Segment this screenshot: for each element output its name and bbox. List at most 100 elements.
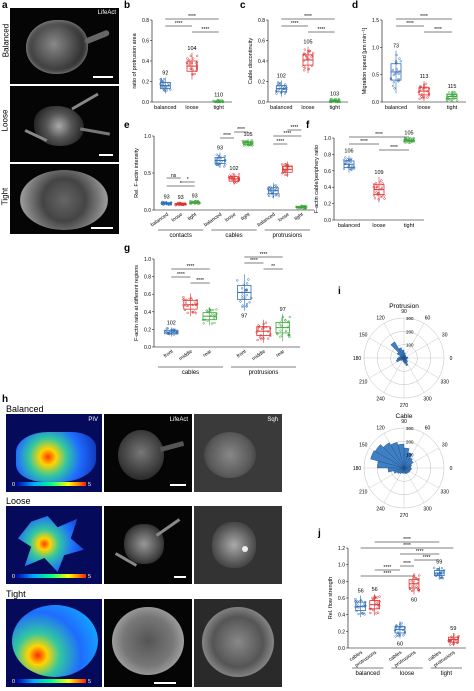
data-point <box>379 181 382 184</box>
data-point <box>245 305 248 308</box>
data-point <box>284 163 288 166</box>
y-tick-label: 0.2 <box>258 80 265 86</box>
colorbar <box>16 574 86 578</box>
data-point <box>268 194 271 198</box>
data-point <box>284 329 288 333</box>
data-point <box>182 296 185 299</box>
chart-d: 0.0 0.5 1.0 1.5 Migration speed [μm min⁻¹] 73… <box>362 14 466 111</box>
data-point <box>303 66 307 69</box>
data-point <box>449 643 452 646</box>
polar-title: Protrusion <box>389 303 419 310</box>
significance-label: **** <box>434 27 442 33</box>
data-point <box>280 163 284 166</box>
data-point <box>344 156 347 159</box>
data-point <box>278 323 281 326</box>
data-point <box>215 153 218 156</box>
data-point <box>231 173 234 176</box>
scale-bar <box>91 227 113 229</box>
data-point <box>403 140 406 144</box>
chart-j: 0.0 0.2 0.4 0.6 0.8 1.0 1.2 Rel. flow strength 5… <box>328 537 466 677</box>
polar-angle-label: 210 <box>359 490 368 496</box>
x-tick-label: tight <box>240 211 252 222</box>
y-tick-label: 1.2 <box>338 546 345 552</box>
sample-size: 113 <box>420 74 429 80</box>
data-point <box>456 641 459 644</box>
sample-size: 73 <box>393 44 399 50</box>
y-tick-label: 1.0 <box>338 563 345 569</box>
data-point <box>420 93 424 96</box>
data-point <box>374 182 378 185</box>
polar-angle-label: 30 <box>442 443 448 449</box>
y-tick-label: 0.4 <box>142 59 149 65</box>
colorbar-min: 0 <box>12 574 16 580</box>
polar-grid-spoke <box>403 467 425 503</box>
data-point <box>245 302 249 306</box>
h-row-label-balanced: Balanced <box>6 404 44 414</box>
data-point <box>236 279 239 282</box>
sample-size: 109 <box>374 170 383 176</box>
significance-label: * <box>187 177 189 183</box>
y-tick-label: 0.4 <box>338 613 345 619</box>
sample-size: 60 <box>397 641 403 647</box>
data-point <box>418 97 421 100</box>
data-point <box>380 195 383 199</box>
data-point <box>371 596 374 600</box>
data-point <box>447 91 451 94</box>
colorbar <box>16 482 86 486</box>
data-point <box>415 585 418 588</box>
y-tick-label: 0.6 <box>338 596 345 602</box>
data-point <box>393 87 396 90</box>
significance-label: **** <box>260 252 268 258</box>
data-point <box>383 197 386 200</box>
x-tick-label: tight <box>213 105 224 111</box>
polar-angle-label: 30 <box>442 333 448 339</box>
panel-label-c: c <box>240 0 246 11</box>
y-tick-label: 0.0 <box>324 218 331 224</box>
y-tick-label: 0.6 <box>258 39 265 45</box>
group-label: tight <box>441 671 453 677</box>
data-point <box>279 329 282 332</box>
data-point <box>376 606 379 609</box>
polar-angle-label: 330 <box>441 380 450 386</box>
significance-label: **** <box>403 561 411 567</box>
group-label: balanced <box>355 671 379 677</box>
data-point <box>248 301 251 304</box>
row-label-tight: Tight <box>0 187 10 206</box>
data-point <box>375 191 378 194</box>
polar-radial-label: 100 <box>406 453 414 458</box>
data-point <box>212 308 215 312</box>
polar-angle-label: 0 <box>450 356 453 362</box>
colorbar-max: 5 <box>88 482 92 488</box>
data-point <box>356 603 359 606</box>
data-point <box>357 612 360 616</box>
data-point <box>266 337 270 340</box>
x-tick-label: balanced <box>203 212 223 229</box>
polar-angle-label: 60 <box>425 315 431 321</box>
x-tick-label: tight <box>329 105 340 111</box>
data-point <box>417 588 420 591</box>
data-point <box>284 173 287 177</box>
polar-grid-spoke <box>403 323 425 359</box>
box <box>256 326 271 336</box>
x-tick-label: loose <box>301 105 314 111</box>
rose-bar <box>403 357 408 360</box>
sample-size: 105 <box>243 132 252 138</box>
chart-g: 0.0 0.2 0.4 0.6 0.8 1.0 F-actin ratio at diffe… <box>134 252 300 376</box>
data-point <box>380 186 384 189</box>
y-tick-label: 0.8 <box>144 275 151 281</box>
polar-angle-label: 60 <box>425 425 431 431</box>
polar-radial-label: 300 <box>406 426 414 431</box>
y-axis-label: Cable discontinuity <box>248 38 254 84</box>
sample-size: 92 <box>162 71 168 77</box>
sqh-image-balanced: Sqh <box>194 414 282 492</box>
data-point <box>397 634 400 637</box>
y-tick-label: 0.0 <box>144 208 151 214</box>
data-point <box>288 315 291 319</box>
scale-bar <box>154 682 176 684</box>
data-point <box>264 321 268 324</box>
data-point <box>369 611 372 615</box>
group-label: contacts <box>169 233 191 239</box>
data-point <box>288 335 291 339</box>
data-point <box>350 157 353 160</box>
channel-label-lifeact: LifeAct <box>97 10 116 16</box>
